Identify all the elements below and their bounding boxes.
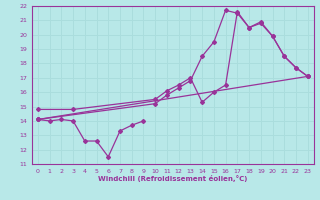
X-axis label: Windchill (Refroidissement éolien,°C): Windchill (Refroidissement éolien,°C) bbox=[98, 175, 247, 182]
